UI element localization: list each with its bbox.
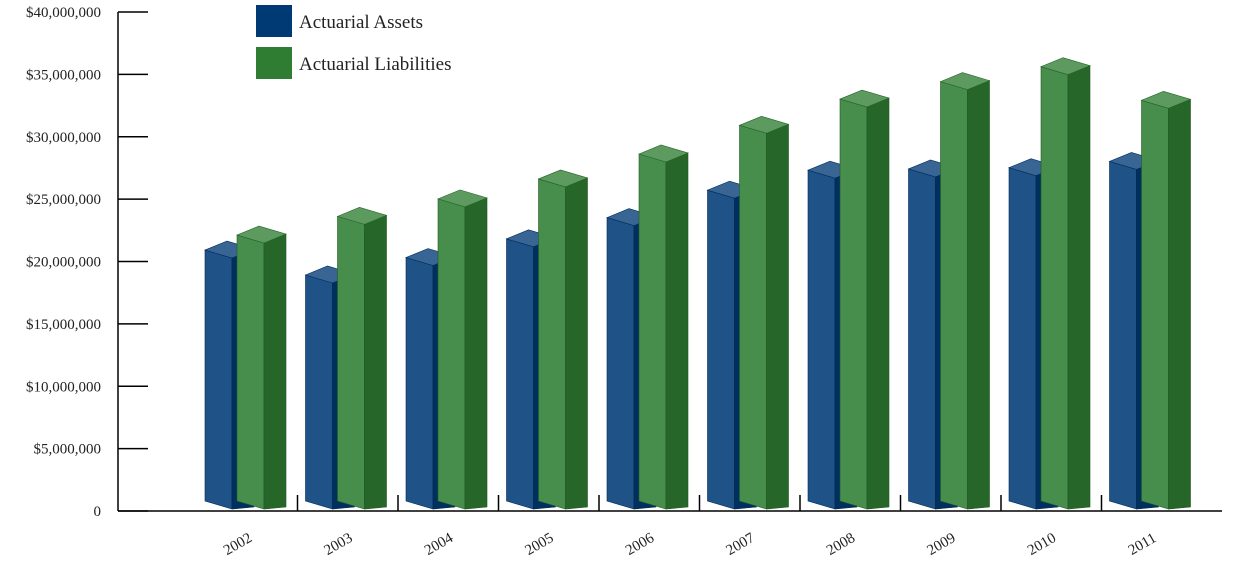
bar-group-2002: 2002: [204, 225, 287, 559]
y-tick-label: $20,000,000: [26, 255, 101, 271]
x-tick-label: 2004: [422, 530, 456, 559]
bar-side: [263, 233, 287, 510]
bar-group-2009: 2009: [899, 72, 991, 559]
y-tick-label: $10,000,000: [26, 379, 101, 395]
legend-swatch: [256, 47, 292, 79]
bar-top: [1040, 57, 1091, 75]
x-tick-label: 2005: [523, 530, 557, 559]
x-tick-label: 2003: [322, 530, 356, 559]
bar-face: [1008, 167, 1037, 510]
bar-face: [506, 238, 534, 510]
bar-group-2010: 2010: [1000, 57, 1091, 559]
bar-top: [939, 72, 991, 90]
legend-swatch: [256, 5, 292, 37]
x-tick-label: 2008: [824, 530, 858, 559]
x-tick-label: 2010: [1025, 530, 1059, 559]
y-tick-label: $35,000,000: [26, 67, 101, 83]
bar-top: [839, 89, 890, 108]
bar-face: [1141, 99, 1169, 510]
bar-face: [839, 98, 868, 510]
bar-top: [638, 144, 689, 163]
bar-top: [236, 225, 287, 244]
bar-face: [236, 234, 265, 510]
bar-top: [1140, 91, 1192, 109]
bar-side: [665, 152, 689, 510]
bar-face: [908, 168, 936, 510]
x-tick-label: 2006: [623, 530, 657, 559]
bar-top: [336, 207, 388, 225]
x-tick-label: 2007: [724, 530, 758, 559]
bar-liabilities-2009: [939, 72, 991, 510]
bar-top: [537, 169, 589, 188]
y-tick-label: $25,000,000: [26, 192, 101, 208]
bar-face: [305, 274, 333, 510]
bar-face: [1040, 66, 1069, 510]
bar-top: [738, 115, 790, 134]
bar-face: [707, 189, 735, 510]
bar-group-2007: 2007: [698, 115, 790, 559]
bar-side: [364, 214, 387, 510]
legend-item-liabilities: Actuarial Liabilities: [256, 47, 451, 79]
bar-side: [766, 123, 789, 510]
bar-group-2011: 2011: [1100, 91, 1192, 559]
bar-face: [739, 124, 767, 510]
bar-group-2003: 2003: [296, 207, 388, 559]
axes: 0 $5,000,000 $10,000,000 $15,000,000 $20,000…: [26, 5, 1222, 520]
bar-liabilities-2002: [236, 225, 287, 510]
bar-face: [204, 249, 233, 510]
bar-face: [1109, 161, 1137, 510]
y-tick-label: $30,000,000: [26, 130, 101, 146]
bar-liabilities-2005: [537, 169, 589, 510]
bar-liabilities-2010: [1040, 57, 1091, 510]
legend: Actuarial Assets Actuarial Liabilities: [256, 5, 451, 79]
y-tick-label: $40,000,000: [26, 5, 101, 21]
x-tick-label: 2002: [221, 530, 255, 559]
bar-group-2004: 2004: [397, 189, 488, 559]
x-tick-label: 2009: [925, 530, 959, 559]
bar-face: [405, 257, 434, 510]
bar-top: [437, 189, 488, 208]
y-tick-label: $5,000,000: [34, 442, 102, 458]
bar-liabilities-2007: [738, 115, 790, 510]
bar-side: [1067, 65, 1091, 510]
bar-side: [866, 97, 890, 510]
bar-liabilities-2011: [1140, 91, 1192, 510]
x-tick-label: 2011: [1126, 530, 1160, 559]
bar-face: [940, 81, 968, 510]
bar-side: [464, 197, 488, 510]
legend-label: Actuarial Liabilities: [299, 54, 451, 75]
bar-face: [638, 153, 667, 510]
bar-face: [807, 169, 836, 510]
bar-face: [437, 198, 466, 510]
bar-side: [565, 177, 588, 510]
legend-item-assets: Actuarial Assets: [256, 5, 423, 37]
bar-liabilities-2003: [336, 207, 388, 510]
y-tick-label: $15,000,000: [26, 317, 101, 333]
bar-side: [1168, 98, 1191, 510]
bar-group-2005: 2005: [497, 169, 589, 559]
bar-liabilities-2004: [437, 189, 488, 510]
bar-group-2006: 2006: [598, 144, 689, 559]
legend-label: Actuarial Assets: [299, 12, 423, 33]
bar-liabilities-2006: [638, 144, 689, 510]
bar-side: [967, 80, 990, 510]
bar-face: [538, 178, 566, 510]
bar-face: [337, 215, 365, 510]
y-tick-label: 0: [94, 504, 102, 520]
bar-liabilities-2008: [839, 89, 890, 510]
bars: 2002 2003 2004 2005 2006 2007 2008 2009 2010 2011: [204, 57, 1192, 559]
bar-group-2008: 2008: [799, 89, 890, 559]
bar-face: [606, 217, 635, 510]
